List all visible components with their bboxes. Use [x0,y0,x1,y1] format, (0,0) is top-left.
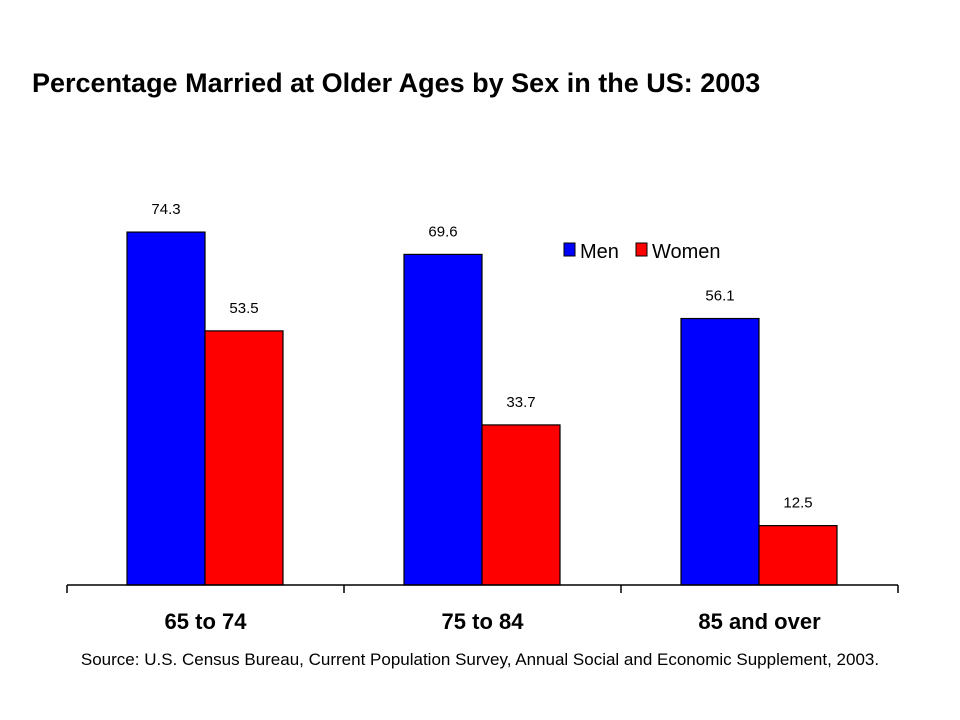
value-label-men-0: 74.3 [151,201,180,218]
value-label-men-1: 69.6 [428,223,457,240]
value-label-women-1: 33.7 [506,394,535,411]
bar-women-0 [204,330,284,586]
bar-men-1 [403,253,483,586]
chart-title: Percentage Married at Older Ages by Sex … [32,68,761,98]
x-tick-label-1: 75 to 84 [442,609,525,634]
bar-men-2 [680,317,760,586]
x-axis: 65 to 74 75 to 84 85 and over [66,584,899,634]
value-label-women-2: 12.5 [783,495,812,512]
value-labels: 74.3 53.5 69.6 33.7 56.1 12.5 [151,201,812,512]
value-label-women-0: 53.5 [229,300,258,317]
x-tick-label-0: 65 to 74 [165,609,248,634]
legend-swatch-women [635,242,648,257]
value-label-men-2: 56.1 [705,288,734,305]
x-tick-label-2: 85 and over [698,609,821,634]
source-note: Source: U.S. Census Bureau, Current Popu… [80,650,880,669]
bar-men-0 [126,231,206,586]
bar-women-2 [758,525,838,586]
legend-label-men: Men [580,241,619,263]
bar-women-1 [481,424,561,586]
legend-swatch-men [563,242,576,257]
bars-layer [126,231,838,586]
legend: Men Women [563,241,721,263]
legend-label-women: Women [652,241,721,263]
